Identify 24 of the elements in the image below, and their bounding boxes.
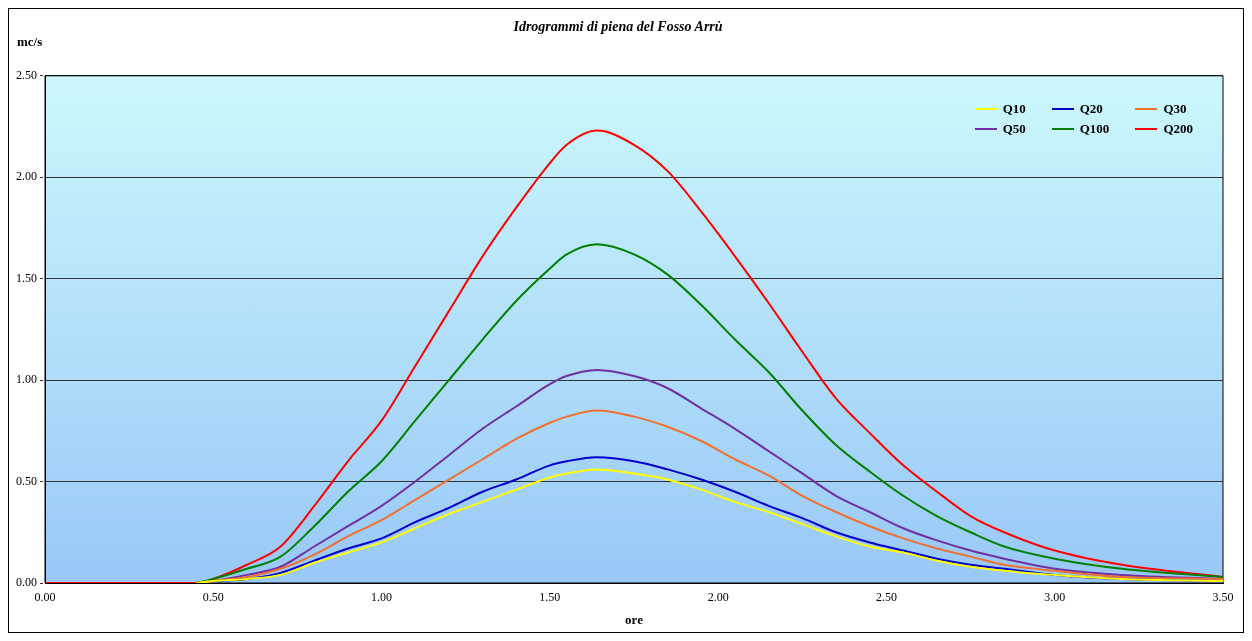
x-axis-title: ore: [625, 611, 644, 627]
legend-label: Q100: [1079, 121, 1110, 137]
x-tick-label: 1.50: [539, 590, 561, 605]
y-tick-label: 2.50: [16, 67, 37, 82]
x-tick-label: 2.00: [707, 590, 729, 605]
legend-label: Q200: [1163, 121, 1193, 137]
x-tick-label: 2.50: [875, 590, 897, 605]
legend-label: Q10: [1002, 101, 1026, 117]
y-tick-label: 0.50: [16, 473, 37, 488]
y-tick-label: 0.00: [16, 575, 37, 590]
y-tick-label: 2.00: [16, 169, 37, 184]
x-tick-label: 0.50: [202, 590, 224, 605]
x-tick-label: 3.50: [1212, 590, 1234, 605]
x-tick-label: 1.00: [371, 590, 393, 605]
y-tick-label: 1.00: [16, 372, 37, 387]
legend-label: Q20: [1079, 101, 1103, 117]
x-tick-label: 0.00: [34, 590, 56, 605]
y-axis-title: mc/s: [17, 33, 43, 49]
line-series: [195, 243, 1223, 583]
y-tick-label: 1.50: [16, 270, 37, 285]
legend-label: Q50: [1002, 121, 1026, 137]
legend-label: Q30: [1163, 101, 1187, 117]
chart-title: Idrogrammi di piena del Fosso Arrù: [512, 19, 723, 35]
x-tick-label: 3.00: [1044, 590, 1066, 605]
